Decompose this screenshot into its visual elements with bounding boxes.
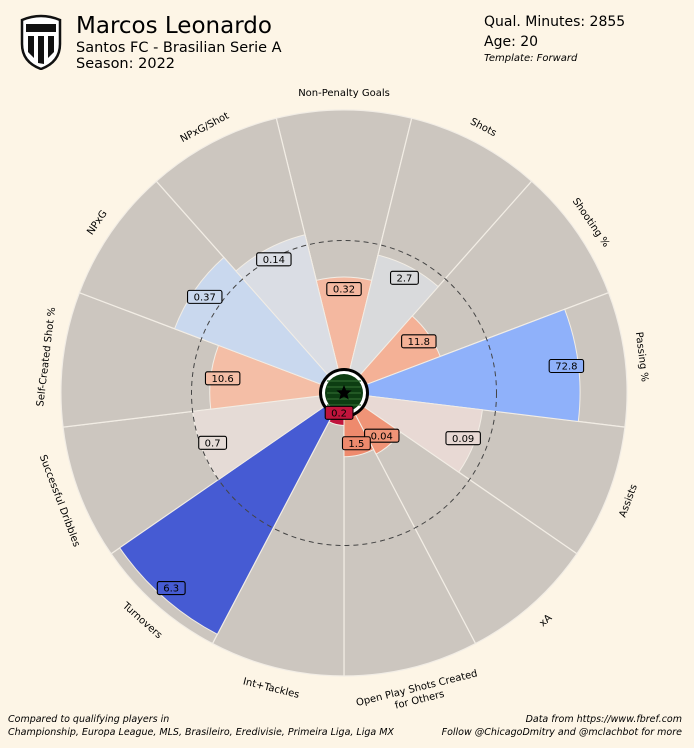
metric-label: Int+Tackles [242, 676, 301, 700]
metric-label: Passing % [633, 331, 650, 382]
star-icon [336, 385, 352, 400]
player-name: Marcos Leonardo [76, 13, 272, 39]
club-crest-icon [20, 14, 62, 70]
value-box [389, 270, 419, 285]
season: Season: 2022 [76, 56, 176, 72]
value-box [341, 436, 371, 451]
metric-label: Non-Penalty Goals [298, 88, 390, 99]
source-credit-line1: Data from https://www.fbref.com [525, 714, 682, 725]
value-box [186, 289, 223, 304]
metric-label: Assists [617, 483, 639, 519]
value-label: 6.3 [163, 584, 179, 595]
value-box [324, 405, 354, 420]
metric-label: xA [537, 612, 554, 629]
comparison-note: Compared to qualifying players in Champi… [8, 714, 408, 739]
value-label: 0.14 [263, 255, 285, 266]
comparison-note-line1: Compared to qualifying players in [8, 714, 170, 725]
value-label: 1.5 [348, 439, 364, 450]
source-credit: Data from https://www.fbref.com Follow @… [382, 714, 682, 739]
metric-label: Shots [468, 116, 498, 139]
reference-ring [191, 240, 497, 546]
value-box [445, 431, 481, 446]
value-box [198, 435, 228, 450]
value-label: 0.37 [194, 292, 216, 303]
value-box [548, 358, 585, 374]
player-age: Age: 20 [484, 34, 539, 50]
value-label: 10.6 [212, 374, 234, 385]
value-box [204, 371, 241, 386]
team-league: Santos FC - Brasilian Serie A [76, 40, 282, 56]
value-label: 2.7 [396, 273, 412, 284]
value-box [326, 281, 362, 297]
value-box [364, 428, 400, 443]
metric-label: NPxG [85, 209, 109, 238]
value-box [156, 580, 186, 596]
value-box [256, 252, 292, 267]
value-label: 0.09 [452, 434, 474, 445]
comparison-note-line2: Championship, Europa League, MLS, Brasil… [8, 726, 394, 738]
value-label: 0.04 [371, 431, 393, 442]
metric-label: Self-Created Shot % [35, 307, 58, 408]
value-label: 11.8 [408, 337, 430, 348]
template-label: Template: Forward [484, 53, 578, 64]
value-label: 0.7 [205, 438, 221, 449]
player-info: Qual. Minutes: 2855 Age: 20 Template: Fo… [484, 12, 684, 66]
player-header: Marcos Leonardo Santos FC - Brasilian Se… [20, 10, 350, 74]
value-label: 0.2 [331, 408, 347, 419]
value-box [401, 334, 437, 349]
source-credit-line2: Follow @ChicagoDmitry and @mclachbot for… [441, 726, 682, 738]
value-label: 0.32 [333, 285, 355, 296]
qualifying-minutes: Qual. Minutes: 2855 [484, 14, 626, 30]
value-label: 72.8 [555, 362, 577, 373]
